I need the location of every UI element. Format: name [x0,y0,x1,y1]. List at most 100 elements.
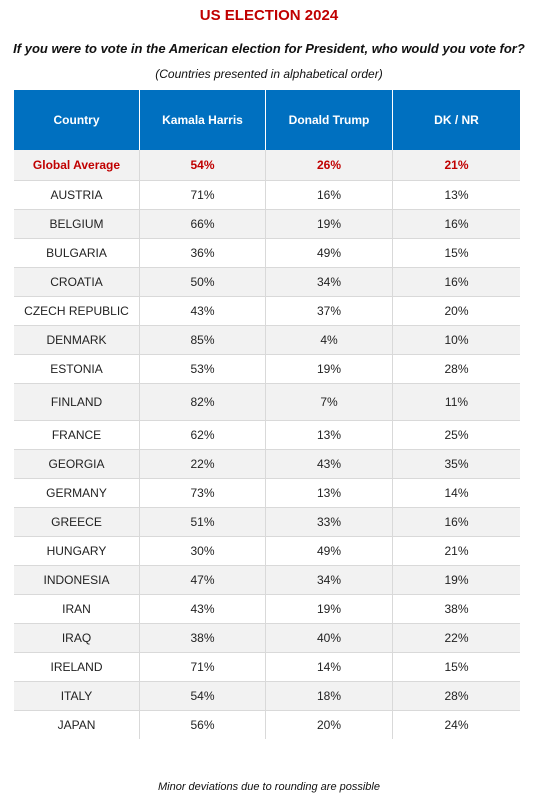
table-row: IRAN 43% 19% 38% [14,594,520,623]
cell-trump: 34% [266,268,393,296]
cell-dk-nr: 22% [444,631,469,645]
cell-country: IRELAND [14,653,140,681]
cell-country: JAPAN [14,711,140,739]
cell-country: FINLAND [14,384,140,420]
cell-trump: 49% [266,239,393,267]
cell-harris: 47% [140,566,266,594]
cell-trump: 16% [266,181,393,209]
cell-trump: 40% [266,624,393,652]
cell-country: ESTONIA [14,355,140,383]
cell-trump: 26% [266,150,393,180]
survey-question: If you were to vote in the American elec… [13,41,525,56]
cell-dk-nr: 25% [444,428,469,442]
chart-title: US ELECTION 2024 [199,7,339,24]
table-row: AUSTRIA 71% 16% 13% [14,180,520,209]
cell-dk-nr: 21% [444,544,469,558]
cell-harris: 71% [140,653,266,681]
table-body: Global Average 54% 26% 21% AUSTRIA 71% 16% 13% B… [14,150,520,739]
cell-country: Global Average [14,150,140,180]
table-row: BELGIUM 66% 19% 16% [14,209,520,238]
cell-harris: 38% [140,624,266,652]
cell-country: FRANCE [14,421,140,449]
cell-harris: 50% [140,268,266,296]
cell-country: HUNGARY [14,537,140,565]
cell-country: GREECE [14,508,140,536]
cell-dk-nr: 16% [444,217,469,231]
cell-country: AUSTRIA [14,181,140,209]
cell-country: ITALY [14,682,140,710]
cell-harris: 54% [140,150,266,180]
cell-country: CZECH REPUBLIC [14,297,140,325]
cell-dk-nr: 16% [444,515,469,529]
table-row: GEORGIA 22% 43% 35% [14,449,520,478]
header-country: Country [14,90,140,150]
cell-country: GERMANY [14,479,140,507]
cell-dk-nr: 38% [444,602,469,616]
table-row: GREECE 51% 33% 16% [14,507,520,536]
header-dk-nr: DK / NR [434,113,479,127]
table-row: FRANCE 62% 13% 25% [14,420,520,449]
cell-country: DENMARK [14,326,140,354]
cell-dk-nr: 24% [444,718,469,732]
cell-trump: 33% [266,508,393,536]
cell-trump: 14% [266,653,393,681]
table-row: IRAQ 38% 40% 22% [14,623,520,652]
cell-harris: 73% [140,479,266,507]
table-row: CROATIA 50% 34% 16% [14,267,520,296]
table-row: IRELAND 71% 14% 15% [14,652,520,681]
cell-country: GEORGIA [14,450,140,478]
cell-harris: 36% [140,239,266,267]
cell-trump: 20% [266,711,393,739]
cell-dk-nr: 15% [444,246,469,260]
cell-dk-nr: 35% [444,457,469,471]
cell-trump: 49% [266,537,393,565]
cell-harris: 62% [140,421,266,449]
results-table: Country Kamala Harris Donald Trump DK / … [14,90,520,739]
header-harris: Kamala Harris [140,90,266,150]
cell-country: CROATIA [14,268,140,296]
table-row: BULGARIA 36% 49% 15% [14,238,520,267]
cell-harris: 51% [140,508,266,536]
cell-harris: 30% [140,537,266,565]
table-header: Country Kamala Harris Donald Trump DK / … [14,90,520,150]
cell-harris: 82% [140,384,266,420]
table-row: JAPAN 56% 20% 24% [14,710,520,739]
cell-dk-nr: 15% [444,660,469,674]
table-row: DENMARK 85% 4% 10% [14,325,520,354]
cell-harris: 56% [140,711,266,739]
rounding-footnote: Minor deviations due to rounding are pos… [158,781,380,793]
cell-trump: 7% [266,384,393,420]
cell-dk-nr: 20% [444,304,469,318]
cell-trump: 18% [266,682,393,710]
table-row: ESTONIA 53% 19% 28% [14,354,520,383]
cell-dk-nr: 11% [444,395,469,409]
cell-harris: 85% [140,326,266,354]
table-row: INDONESIA 47% 34% 19% [14,565,520,594]
cell-dk-nr: 13% [444,188,469,202]
table-row: HUNGARY 30% 49% 21% [14,536,520,565]
cell-country: IRAQ [14,624,140,652]
cell-harris: 71% [140,181,266,209]
cell-dk-nr: 19% [444,573,469,587]
order-note: (Countries presented in alphabetical ord… [155,67,383,81]
cell-trump: 4% [266,326,393,354]
cell-trump: 19% [266,355,393,383]
cell-trump: 19% [266,595,393,623]
cell-trump: 43% [266,450,393,478]
cell-trump: 13% [266,479,393,507]
cell-harris: 66% [140,210,266,238]
cell-country: BELGIUM [14,210,140,238]
cell-trump: 19% [266,210,393,238]
cell-dk-nr: 28% [444,362,469,376]
table-row: GERMANY 73% 13% 14% [14,478,520,507]
cell-country: INDONESIA [14,566,140,594]
table-row: ITALY 54% 18% 28% [14,681,520,710]
cell-dk-nr: 14% [444,486,469,500]
cell-dk-nr: 21% [444,158,469,172]
cell-dk-nr: 16% [444,275,469,289]
cell-dk-nr: 10% [444,333,469,347]
cell-trump: 37% [266,297,393,325]
table-row: FINLAND 82% 7% 11% [14,383,520,420]
cell-harris: 22% [140,450,266,478]
cell-harris: 54% [140,682,266,710]
